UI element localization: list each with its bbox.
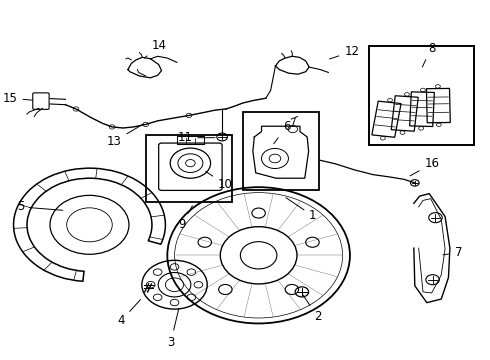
- Bar: [243, 112, 319, 190]
- Text: 10: 10: [206, 171, 233, 191]
- Text: 15: 15: [2, 92, 32, 105]
- Text: 6: 6: [274, 121, 290, 144]
- Text: 7: 7: [443, 246, 462, 259]
- Text: 11: 11: [177, 131, 215, 144]
- Text: 9: 9: [178, 206, 193, 231]
- Text: 14: 14: [145, 39, 167, 58]
- Text: 4: 4: [118, 300, 141, 327]
- Text: 2: 2: [302, 294, 321, 324]
- Bar: [146, 135, 232, 202]
- Text: 8: 8: [422, 41, 435, 67]
- Text: 5: 5: [17, 201, 63, 213]
- Text: 16: 16: [410, 157, 440, 176]
- Text: 13: 13: [107, 124, 143, 148]
- Text: 1: 1: [286, 198, 317, 222]
- Bar: [369, 46, 474, 145]
- Text: 3: 3: [167, 309, 179, 348]
- Text: 12: 12: [329, 45, 359, 59]
